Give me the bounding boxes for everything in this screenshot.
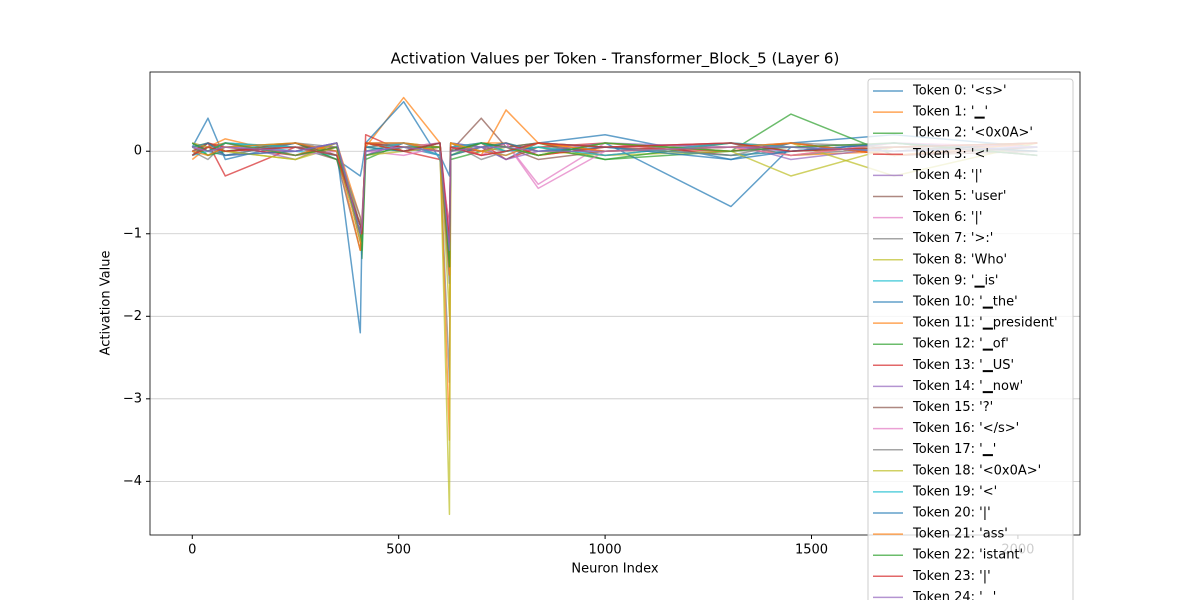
legend-label: Token 20: '|' — [912, 506, 991, 521]
legend-label: Token 17: '▁' — [912, 442, 996, 457]
x-tick-label: 0 — [188, 543, 196, 558]
legend-label: Token 9: '▁is' — [912, 273, 998, 288]
legend-label: Token 3: '<' — [912, 147, 989, 162]
legend-label: Token 8: 'Who' — [912, 252, 1007, 267]
legend-label: Token 22: 'istant' — [912, 548, 1023, 563]
legend-label: Token 16: '</s>' — [912, 421, 1019, 436]
x-tick-label: 1500 — [795, 543, 828, 558]
legend-label: Token 10: '▁the' — [912, 295, 1018, 310]
legend-label: Token 12: '▁of' — [912, 337, 1009, 352]
series-line — [191, 142, 1038, 243]
legend-label: Token 14: '▁now' — [912, 379, 1023, 394]
legend-label: Token 1: '▁' — [912, 105, 988, 120]
y-tick-label: −3 — [123, 391, 142, 406]
legend-label: Token 2: '<0x0A>' — [912, 126, 1033, 141]
legend-label: Token 15: '?' — [912, 400, 993, 415]
y-tick-label: −4 — [123, 474, 142, 489]
legend-label: Token 7: '>:' — [912, 231, 993, 246]
lines — [191, 96, 1038, 516]
series-line — [192, 142, 1038, 252]
x-axis-label: Neuron Index — [571, 562, 658, 577]
legend-label: Token 21: 'ass' — [912, 527, 1008, 542]
legend-label: Token 6: '|' — [912, 210, 982, 225]
x-tick-label: 1000 — [589, 543, 622, 558]
y-tick-label: 0 — [134, 144, 142, 159]
y-tick-label: −2 — [123, 309, 142, 324]
legend: Token 0: '<s>' Token 1: '▁' Token 2: '<0x0… — [867, 78, 1074, 600]
legend-label: Token 23: '|' — [912, 569, 991, 584]
chart-title: Activation Values per Token - Transforme… — [391, 50, 840, 69]
legend-label: Token 11: '▁president' — [912, 316, 1058, 331]
x-tick-label: 500 — [386, 543, 411, 558]
plot-frame — [149, 71, 1081, 536]
legend-label: Token 0: '<s>' — [912, 84, 1007, 99]
legend-label: Token 18: '<0x0A>' — [912, 463, 1041, 478]
y-axis-label: Activation Value — [99, 251, 114, 356]
legend-label: Token 24: '▁' — [912, 590, 996, 600]
legend-label: Token 5: 'user' — [912, 189, 1006, 204]
legend-label: Token 19: '<' — [912, 484, 997, 499]
y-tick-label: −1 — [123, 226, 142, 241]
legend-label: Token 4: '|' — [912, 168, 982, 183]
legend-label: Token 13: '▁US' — [912, 358, 1014, 373]
legend-box — [867, 78, 1074, 600]
